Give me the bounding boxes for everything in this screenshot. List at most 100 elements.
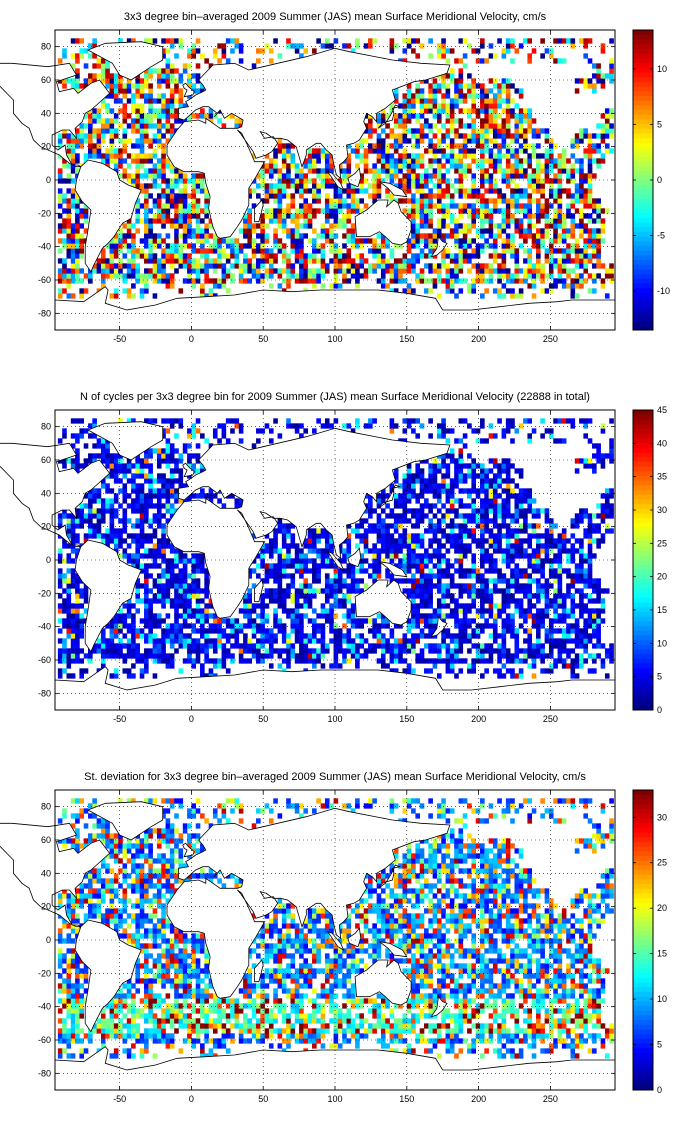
- heat-cell: [109, 93, 115, 99]
- heat-cell: [281, 568, 287, 574]
- heat-cell: [471, 153, 477, 159]
- heat-cell: [178, 118, 184, 124]
- heat-cell: [380, 538, 386, 544]
- heat-cell: [299, 613, 304, 619]
- heat-cell: [131, 258, 136, 264]
- heat-cell: [475, 93, 481, 99]
- heat-cell: [182, 103, 188, 109]
- heat-cell: [135, 463, 141, 469]
- heat-cell: [579, 188, 584, 194]
- heat-cell: [100, 283, 106, 289]
- heat-cell: [156, 493, 162, 499]
- heat-cell: [187, 598, 192, 604]
- heat-cell: [204, 673, 209, 679]
- heat-cell: [79, 288, 85, 294]
- heat-cell: [238, 658, 244, 664]
- heat-cell: [329, 203, 334, 209]
- heat-cell: [462, 143, 468, 149]
- heat-cell: [178, 638, 184, 644]
- coastline-newguinea: [379, 181, 408, 198]
- heat-cell: [415, 253, 421, 259]
- heat-cell: [544, 273, 550, 279]
- heat-cell: [398, 123, 403, 129]
- heat-cell: [411, 173, 416, 179]
- heat-cell: [428, 108, 433, 114]
- heat-cell: [156, 453, 162, 459]
- heat-cell: [561, 248, 567, 254]
- heat-cell: [126, 653, 132, 659]
- heat-cell: [144, 208, 149, 214]
- heat-cell: [169, 108, 175, 114]
- heat-cell: [411, 38, 416, 44]
- heat-cell: [75, 433, 80, 439]
- heat-cell: [144, 128, 149, 134]
- heat-cell: [260, 543, 265, 549]
- heat-cell: [337, 648, 343, 654]
- heat-cell: [380, 143, 386, 149]
- heat-cell: [312, 568, 317, 574]
- heat-cell: [148, 538, 153, 544]
- heat-cell: [152, 518, 158, 524]
- heat-cell: [109, 458, 115, 464]
- heat-cell: [307, 148, 313, 154]
- heat-cell: [113, 128, 119, 134]
- heat-cell: [156, 553, 162, 559]
- heat-cell: [333, 193, 339, 199]
- heat-cell: [402, 98, 408, 104]
- heat-cell: [66, 658, 72, 664]
- heat-cell: [144, 283, 149, 289]
- heat-cell: [178, 568, 184, 574]
- heat-cell: [169, 488, 175, 494]
- colorbar-step: [633, 67, 653, 73]
- heat-cell: [514, 103, 520, 109]
- heat-cell: [92, 488, 97, 494]
- heat-cell: [553, 223, 558, 229]
- heat-cell: [221, 123, 227, 129]
- heat-cell: [350, 198, 356, 204]
- heat-cell: [475, 188, 481, 194]
- heat-cell: [256, 553, 261, 559]
- heat-cell: [264, 168, 270, 174]
- heat-cell: [587, 288, 593, 294]
- heat-cell: [165, 123, 171, 129]
- heat-cell: [182, 603, 188, 609]
- heat-cell: [230, 263, 235, 269]
- heat-cell: [195, 48, 201, 54]
- heat-cell: [436, 218, 442, 224]
- heat-cell: [411, 113, 416, 119]
- heat-cell: [406, 43, 412, 49]
- heat-cell: [462, 278, 468, 284]
- heat-cell: [208, 628, 214, 634]
- heat-cell: [424, 148, 429, 154]
- heat-cell: [488, 243, 494, 249]
- heat-cell: [200, 233, 205, 239]
- heat-cell: [178, 578, 184, 584]
- heat-cell: [579, 173, 584, 179]
- heat-cell: [480, 243, 485, 249]
- heat-cell: [553, 228, 558, 234]
- heat-cell: [105, 153, 110, 159]
- heat-cell: [66, 578, 72, 584]
- heat-cell: [290, 243, 296, 249]
- heat-cell: [402, 58, 408, 64]
- heat-cell: [75, 213, 80, 219]
- heat-cell: [467, 73, 472, 79]
- heat-cell: [570, 203, 576, 209]
- heat-cell: [324, 423, 330, 429]
- heat-cell: [182, 593, 188, 599]
- heat-cell: [75, 648, 80, 654]
- heat-cell: [251, 253, 257, 259]
- heat-cell: [212, 433, 218, 439]
- heat-cell: [561, 153, 567, 159]
- heat-cell: [83, 463, 89, 469]
- heat-cell: [342, 43, 347, 49]
- heat-cell: [600, 138, 606, 144]
- heat-cell: [346, 183, 352, 189]
- heat-cell: [273, 168, 278, 174]
- heat-cell: [70, 198, 76, 204]
- heat-cell: [484, 243, 489, 249]
- heat-cell: [411, 288, 416, 294]
- heat-cell: [281, 248, 287, 254]
- heat-cell: [402, 148, 408, 154]
